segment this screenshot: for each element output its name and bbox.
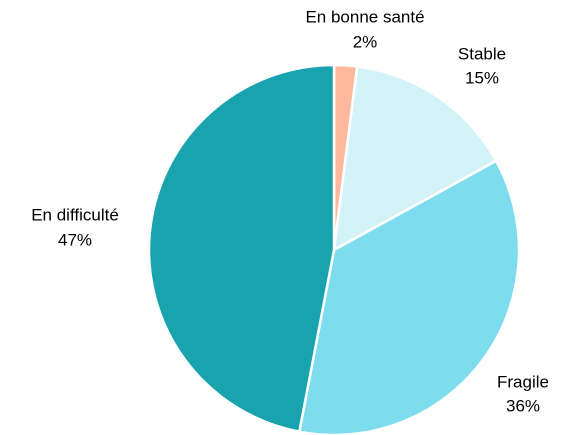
slice — [332, 65, 498, 252]
slice — [298, 159, 521, 435]
slice — [147, 63, 336, 433]
slice-label: Stable — [458, 44, 506, 63]
value-label: 36% — [506, 396, 540, 415]
value-label: 47% — [58, 230, 92, 249]
slice-label: En difficulté — [31, 205, 119, 224]
slice-label: En bonne santé — [305, 7, 424, 26]
value-label: 2% — [353, 32, 378, 51]
slice-label: Fragile — [497, 372, 549, 391]
slices — [147, 63, 521, 435]
value-label: 15% — [465, 68, 499, 87]
